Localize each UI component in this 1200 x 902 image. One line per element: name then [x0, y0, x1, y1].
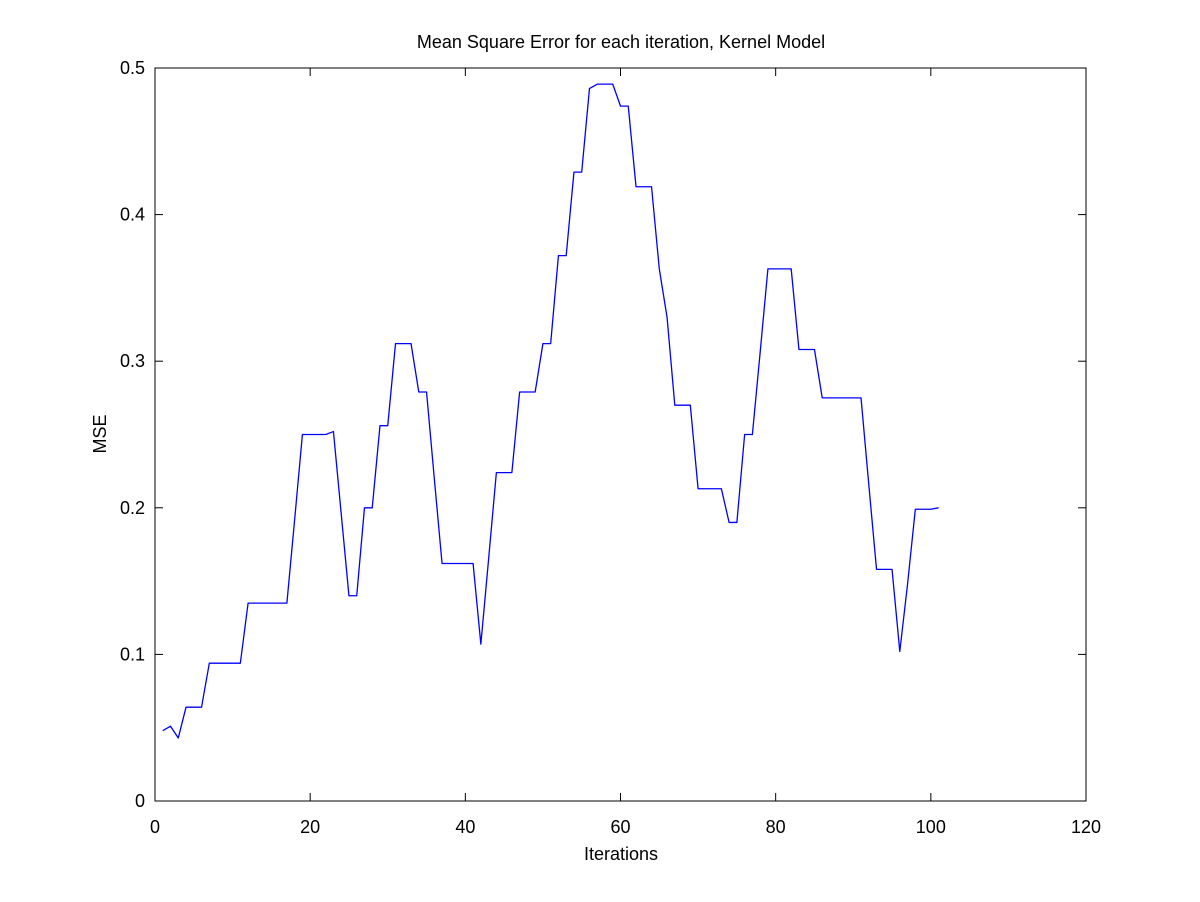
- y-tick-label: 0.1: [120, 644, 145, 664]
- x-tick-label: 60: [610, 817, 630, 837]
- x-tick-label: 40: [455, 817, 475, 837]
- y-tick-label: 0: [135, 791, 145, 811]
- x-tick-label: 0: [150, 817, 160, 837]
- y-tick-labels: 0 0.1 0.2 0.3 0.4 0.5: [120, 58, 145, 811]
- y-tick-label: 0.3: [120, 351, 145, 371]
- x-tick-label: 80: [766, 817, 786, 837]
- x-tick-label: 100: [916, 817, 946, 837]
- y-tick-label: 0.5: [120, 58, 145, 78]
- x-tick-labels: 0 20 40 60 80 100 120: [150, 817, 1101, 837]
- y-axis-label: MSE: [90, 414, 110, 453]
- mse-series-line: [162, 83, 939, 739]
- x-tick-label: 20: [300, 817, 320, 837]
- plot-area: [154, 67, 1087, 802]
- chart-title: Mean Square Error for each iteration, Ke…: [417, 32, 825, 52]
- axis-ticks: [154, 67, 1087, 802]
- y-tick-label: 0.2: [120, 498, 145, 518]
- x-axis-label: Iterations: [584, 844, 658, 864]
- y-tick-label: 0.4: [120, 205, 145, 225]
- x-tick-label: 120: [1071, 817, 1101, 837]
